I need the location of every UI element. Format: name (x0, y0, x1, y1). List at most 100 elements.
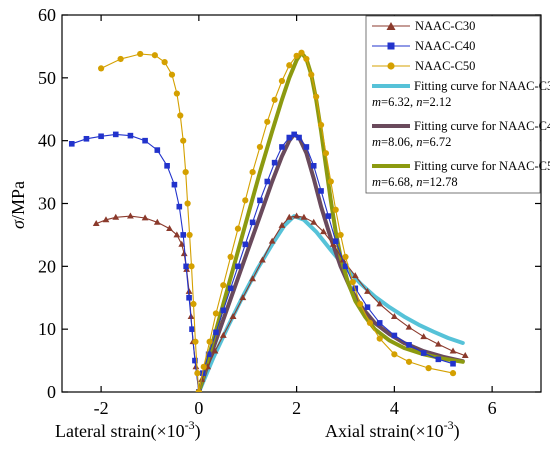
data-point-triangle (166, 225, 173, 232)
legend-param-n-c30: 2.12 (430, 95, 452, 109)
data-point-triangle (239, 294, 247, 301)
data-point-square (291, 131, 297, 138)
data-point-triangle (449, 347, 457, 354)
data-point-square (271, 159, 278, 166)
data-point-circle (190, 300, 197, 308)
data-point-square (154, 147, 161, 153)
data-point-circle (286, 62, 293, 69)
data-point-square (342, 263, 349, 270)
x-axis-title-axial-close: ) (454, 421, 460, 442)
data-point-square (279, 144, 285, 150)
series-line (71, 133, 200, 392)
y-tick-label: 40 (38, 131, 56, 151)
data-point-square (391, 332, 398, 339)
x-axis-title-axial: Axial strain(×10-3) (325, 418, 460, 442)
data-point-circle (249, 168, 256, 176)
data-point-triangle (268, 237, 276, 244)
data-point-triangle (376, 300, 384, 307)
y-tick-label: 30 (38, 194, 56, 214)
data-point-square (310, 163, 317, 169)
legend-param-m-c30: 6.32 (388, 95, 410, 109)
x-tick-label: 2 (292, 398, 301, 418)
x-axis-title-lateral-text: Lateral strain(×10 (55, 421, 185, 442)
data-point-triangle (211, 347, 219, 354)
data-point-square (205, 351, 212, 358)
x-tick-label: 0 (194, 398, 203, 418)
data-point-circle (173, 90, 180, 97)
data-point-square (171, 181, 178, 188)
data-point-square (220, 307, 227, 314)
data-point-square (112, 131, 119, 138)
data-point-square (180, 232, 187, 238)
legend-box (365, 15, 541, 194)
data-point-circle (298, 49, 305, 56)
data-point-square (257, 197, 263, 204)
data-point-circle (151, 52, 158, 59)
data-point-square (325, 213, 332, 219)
data-point-triangle (178, 240, 186, 247)
data-point-square (227, 285, 234, 292)
legend-marker-circle (387, 62, 395, 70)
data-point-square (176, 203, 183, 210)
data-point-square (242, 241, 249, 248)
y-tick-label: 0 (47, 382, 56, 402)
data-point-circle (337, 231, 344, 239)
data-point-square (68, 141, 75, 147)
data-point-triangle (390, 313, 398, 319)
data-point-square (164, 163, 170, 169)
data-point-triangle (127, 212, 134, 219)
data-point-square (235, 263, 241, 270)
y-axis-unit: /MPa (8, 181, 28, 220)
data-point-triangle (405, 323, 413, 330)
data-point-triangle (92, 220, 100, 227)
y-tick-label: 20 (38, 256, 56, 276)
data-point-triangle (258, 256, 266, 263)
data-point-circle (212, 310, 220, 317)
data-point-square (286, 134, 293, 141)
x-axis-title-axial-text: Axial strain(×10 (325, 421, 444, 442)
data-point-circle (227, 253, 234, 261)
data-point-triangle (310, 218, 318, 225)
legend-label-naac-c30: NAAC-C30 (415, 19, 475, 33)
data-point-circle (349, 278, 356, 286)
data-point-triangle (249, 275, 257, 282)
data-point-square (435, 356, 442, 363)
data-point-triangle (285, 213, 293, 220)
data-point-triangle (351, 272, 359, 279)
legend-entry-fit-c50: Fitting curve for NAAC-C50 m=6.68, n=12.… (372, 159, 550, 189)
data-point-circle (342, 253, 349, 261)
data-point-square (332, 238, 339, 244)
data-point-circle (327, 178, 334, 185)
y-axis-variable: σ (8, 219, 28, 229)
data-point-square (406, 342, 412, 348)
data-point-triangle (141, 214, 149, 221)
data-point-circle (220, 282, 227, 289)
legend-label-fit-c40: Fitting curve for NAAC-C40 (414, 119, 550, 133)
data-point-circle (188, 263, 195, 270)
legend-param-m-c50: 6.68 (388, 175, 410, 189)
data-point-circle (313, 93, 320, 100)
legend-entry-fit-c30: Fitting curve for NAAC-C30 m=6.32, n=2.1… (372, 79, 550, 109)
series-naac-c30 (92, 212, 469, 392)
data-point-square (189, 326, 195, 332)
data-point-circle (242, 197, 249, 204)
data-point-circle (303, 55, 310, 63)
legend: NAAC-C30 NAAC-C40 NAAC-C50 Fitting curve… (365, 15, 550, 194)
data-point-square (450, 360, 456, 367)
x-tick-label: -2 (94, 398, 109, 418)
legend-entry-naac-c40: NAAC-C40 (372, 39, 475, 53)
legend-params-fit-c30: m=6.32, n=2.12 (372, 95, 451, 109)
data-point-circle (366, 319, 374, 326)
data-point-circle (184, 200, 191, 207)
data-point-circle (425, 365, 432, 372)
data-point-square (303, 144, 310, 150)
x-axis-title-lateral: Lateral strain(×10-3) (55, 418, 201, 442)
data-point-circle (376, 335, 383, 342)
data-point-circle (98, 65, 105, 72)
data-point-circle (293, 52, 300, 59)
data-point-circle (357, 300, 364, 308)
data-point-square (183, 263, 189, 270)
data-point-circle (180, 137, 187, 144)
data-point-square (364, 304, 371, 310)
